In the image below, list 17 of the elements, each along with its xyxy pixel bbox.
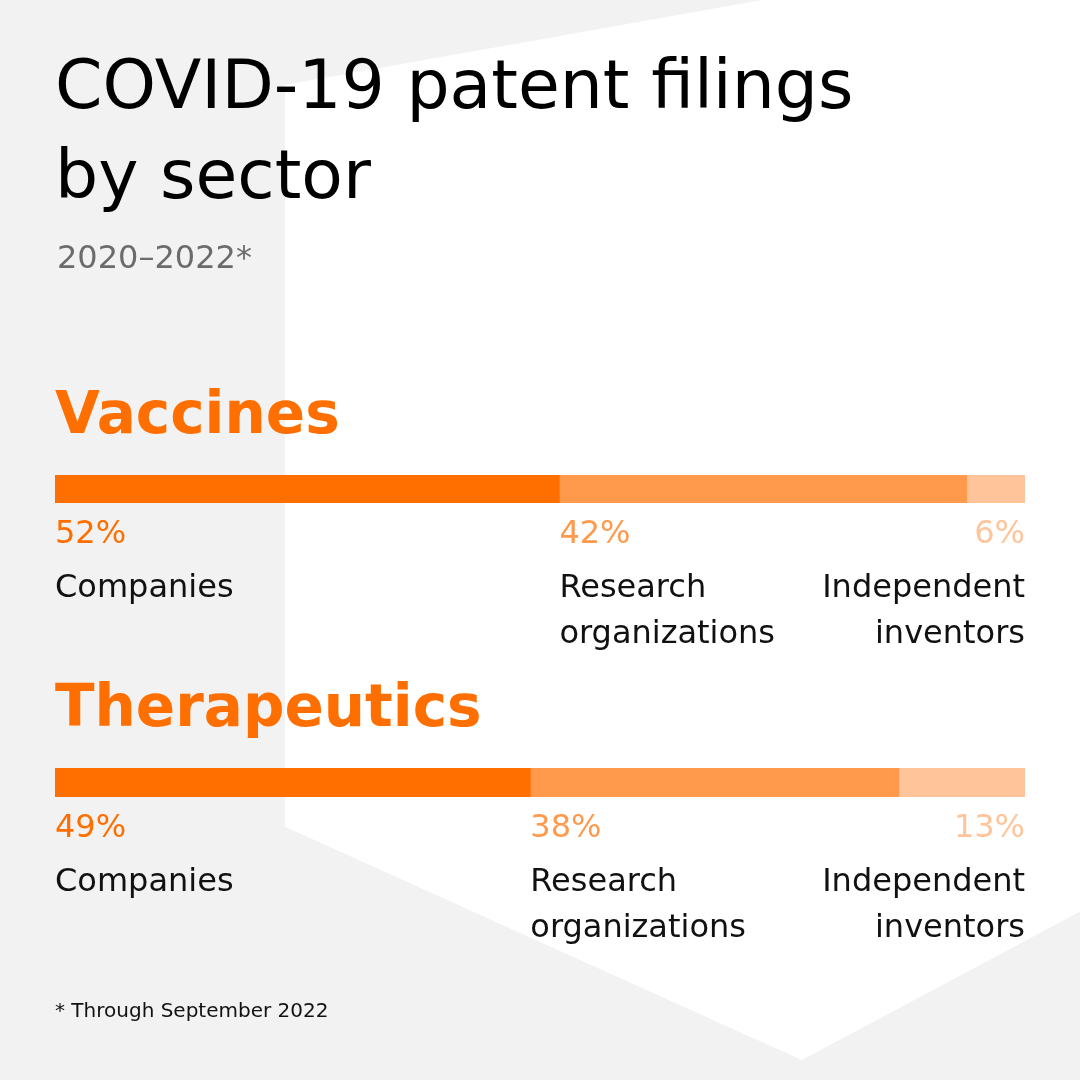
text: COVID-19 patent filings by sector xyxy=(55,44,855,216)
chart-title: Therapeutics xyxy=(55,672,482,740)
data-label: 6% xyxy=(974,513,1025,551)
chart-title: Vaccines xyxy=(55,379,340,447)
series-label: Independent inventors xyxy=(822,861,1025,945)
series-label: Companies xyxy=(55,567,234,605)
data-label: 42% xyxy=(559,513,631,551)
data-label: 38% xyxy=(530,807,602,845)
series-label: Research organizations xyxy=(530,861,746,945)
data-label: 13% xyxy=(953,807,1025,845)
series-label: Independent inventors xyxy=(822,567,1025,651)
text: * Through September 2022 xyxy=(55,998,329,1022)
text: 2020–2022* xyxy=(57,238,252,276)
data-label: 49% xyxy=(55,807,127,845)
data-label: 52% xyxy=(55,513,127,551)
series-label: Companies xyxy=(55,861,234,899)
series-label: Research organizations xyxy=(559,567,776,651)
